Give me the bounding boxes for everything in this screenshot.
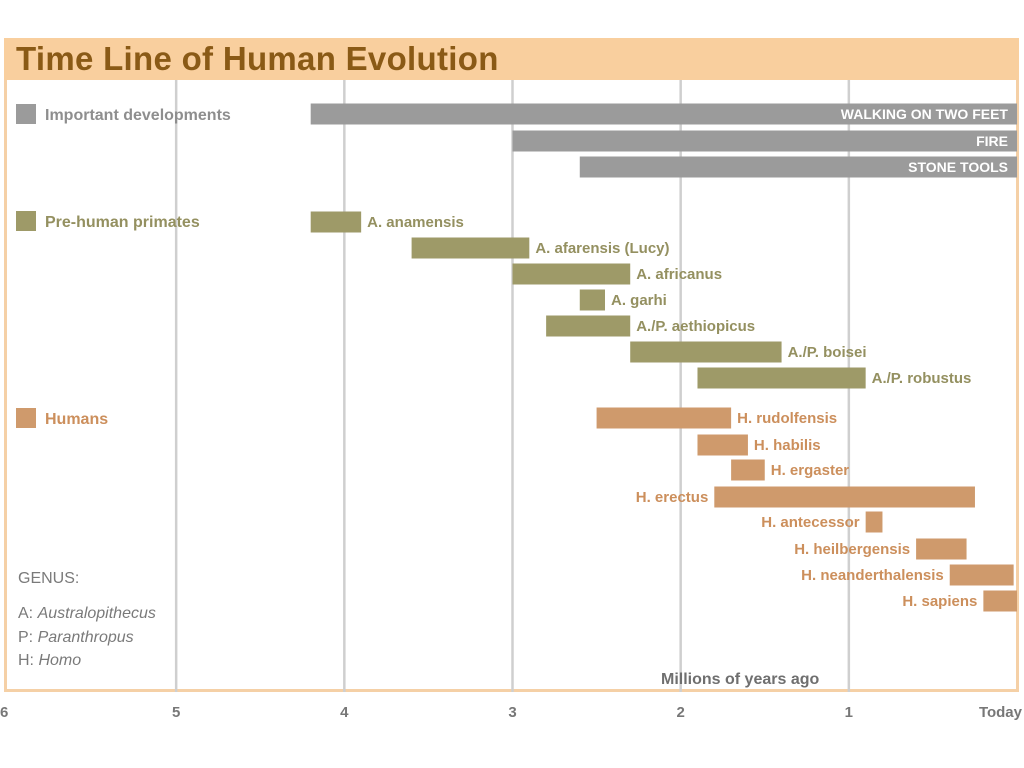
bar-fire	[512, 130, 1017, 152]
category-label-humans: Humans	[45, 411, 108, 428]
legend-swatch-important-developments	[16, 104, 36, 124]
bar-label-a-p-robustus: A./P. robustus	[872, 370, 972, 387]
title-bar	[4, 38, 1019, 80]
bar-label-a-anamensis: A. anamensis	[367, 214, 464, 231]
x-tick-label: 5	[172, 704, 180, 721]
bar-label-h-antecessor: H. antecessor	[761, 514, 860, 531]
bar-label-a-p-aethiopicus: A./P. aethiopicus	[636, 318, 755, 335]
bar-h-neanderthalensis	[949, 564, 1014, 586]
bar-label-h-habilis: H. habilis	[754, 437, 821, 454]
bar-a-afarensis-lucy	[411, 237, 530, 259]
bar-label-a-p-boisei: A./P. boisei	[788, 344, 867, 361]
bar-h-antecessor	[865, 511, 883, 533]
bar-a-p-robustus	[697, 367, 866, 389]
genus-entry-a: A: Australopithecus	[18, 605, 156, 623]
genus-abbr: P:	[18, 629, 34, 646]
bar-label-stone-tools: STONE TOOLS	[908, 159, 1008, 175]
bar-label-h-sapiens: H. sapiens	[902, 593, 977, 610]
bar-h-habilis	[697, 434, 748, 456]
x-tick-label: 1	[845, 704, 853, 721]
bar-a-garhi	[579, 289, 605, 311]
bar-a-p-boisei	[630, 341, 782, 363]
legend-swatch-humans	[16, 408, 36, 428]
bar-a-anamensis	[310, 211, 362, 233]
legend-swatch-pre-human-primates	[16, 211, 36, 231]
genus-name: Paranthropus	[37, 629, 134, 646]
bar-label-h-neanderthalensis: H. neanderthalensis	[801, 567, 944, 584]
bar-label-h-ergaster: H. ergaster	[771, 462, 850, 479]
bar-h-rudolfensis	[596, 407, 732, 429]
bar-label-h-rudolfensis: H. rudolfensis	[737, 410, 837, 427]
bar-label-a-afarensis-lucy: A. afarensis (Lucy)	[535, 240, 669, 257]
genus-abbr: H:	[18, 652, 34, 669]
bar-stone-tools	[579, 156, 1017, 178]
bar-h-erectus	[714, 486, 975, 508]
bar-label-h-erectus: H. erectus	[636, 489, 709, 506]
category-label-important-developments: Important developments	[45, 107, 231, 124]
genus-abbr: A:	[18, 605, 34, 622]
genus-heading: GENUS:	[18, 570, 80, 587]
x-tick-label: 3	[508, 704, 516, 721]
genus-name: Homo	[38, 652, 82, 669]
category-label-pre-human-primates: Pre-human primates	[45, 214, 200, 231]
x-tick-label: Today	[979, 704, 1023, 721]
bar-label-fire: FIRE	[976, 133, 1008, 149]
bar-a-africanus	[512, 263, 631, 285]
bar-a-p-aethiopicus	[546, 315, 631, 337]
chart-title: Time Line of Human Evolution	[16, 40, 499, 77]
genus-entry-h: H: Homo	[18, 652, 81, 670]
x-axis-label: Millions of years ago	[661, 671, 820, 688]
genus-name: Australopithecus	[37, 605, 156, 622]
genus-entry-p: P: Paranthropus	[18, 629, 134, 647]
bar-label-a-africanus: A. africanus	[636, 266, 722, 283]
bar-h-heilbergensis	[916, 538, 967, 560]
bar-label-a-garhi: A. garhi	[611, 292, 667, 309]
x-tick-label: 4	[340, 704, 349, 721]
bar-label-h-heilbergensis: H. heilbergensis	[794, 541, 910, 558]
bar-h-ergaster	[731, 459, 765, 481]
x-tick-label: 2	[676, 704, 684, 721]
bar-h-sapiens	[983, 590, 1017, 612]
bar-label-walking-on-two-feet: WALKING ON TWO FEET	[841, 106, 1009, 122]
x-tick-label: 6	[0, 704, 8, 721]
bar-walking-on-two-feet	[310, 103, 1017, 125]
